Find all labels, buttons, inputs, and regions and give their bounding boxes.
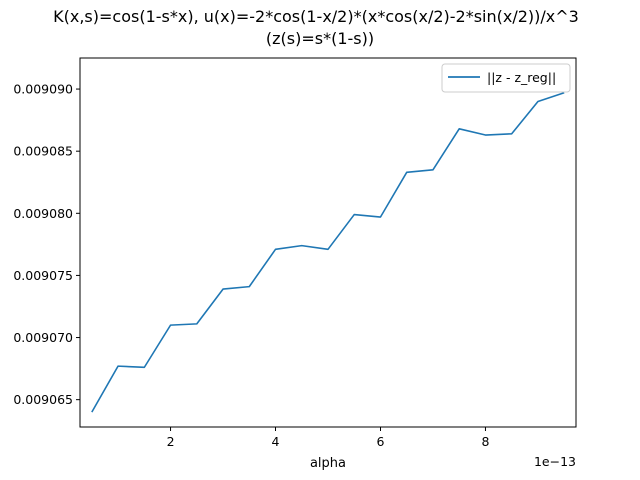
y-tick-label: 0.009065 xyxy=(13,392,73,407)
series-layer xyxy=(91,92,565,413)
y-tick-label: 0.009070 xyxy=(13,330,73,345)
x-tick-label: 8 xyxy=(481,434,489,449)
chart-subtitle: (z(s)=s*(1-s)) xyxy=(266,29,374,48)
y-tick-label: 0.009090 xyxy=(13,82,73,97)
x-tick-label: 4 xyxy=(272,434,280,449)
axes-frame xyxy=(79,57,577,428)
legend-entry-label: ||z - z_reg|| xyxy=(487,70,556,85)
y-axis: 0.009065 0.009070 0.009075 0.009080 0.009085… xyxy=(13,82,80,407)
legend: ||z - z_reg|| xyxy=(441,63,571,93)
y-tick-label: 0.009085 xyxy=(13,144,73,159)
plot-area xyxy=(79,57,577,428)
x-axis-label: alpha xyxy=(310,456,346,471)
x-tick-label: 6 xyxy=(377,434,385,449)
y-tick-label: 0.009075 xyxy=(13,268,73,283)
chart-title: K(x,s)=cos(1-s*x), u(x)=-2*cos(1-x/2)*(x… xyxy=(53,7,579,26)
y-tick-label: 0.009080 xyxy=(13,206,73,221)
x-axis-offset-label: 1e−13 xyxy=(534,454,576,469)
x-tick-label: 2 xyxy=(167,434,175,449)
x-axis: 2 4 6 8 xyxy=(167,427,489,449)
series-line xyxy=(91,92,565,413)
legend-box xyxy=(441,63,571,93)
